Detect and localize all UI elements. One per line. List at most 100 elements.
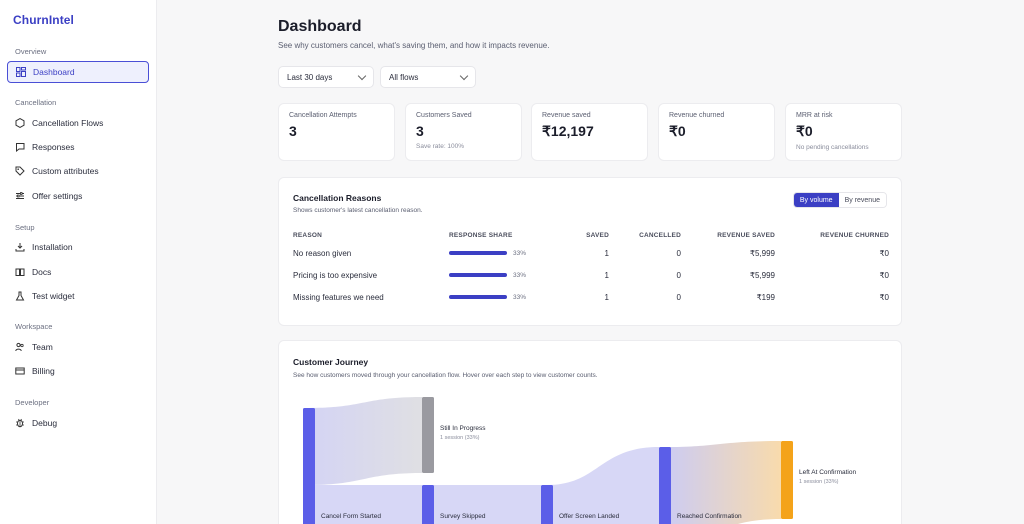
sidebar-item-label: Billing xyxy=(32,366,55,376)
column-header: CANCELLED xyxy=(639,231,681,239)
node-cancel-form-started[interactable] xyxy=(303,408,315,524)
chevron-down-icon xyxy=(459,71,469,80)
saved-cell: 1 xyxy=(604,270,609,280)
section-label-overview: Overview xyxy=(15,47,47,56)
node-label-offer-screen-landed: Offer Screen Landed xyxy=(559,513,620,520)
sidebar-item-debug[interactable]: Debug xyxy=(7,412,149,434)
share-cell: 33% xyxy=(449,286,569,308)
kpi-value: 3 xyxy=(289,123,297,139)
download-icon xyxy=(15,242,25,252)
sidebar-item-cancellation-flows[interactable]: Cancellation Flows xyxy=(7,112,149,134)
revenue-churned-cell: ₹0 xyxy=(879,248,889,258)
sidebar-item-team[interactable]: Team xyxy=(7,336,149,358)
node-still-in-progress[interactable] xyxy=(422,397,434,473)
node-label-cancel-form-started: Cancel Form Started xyxy=(321,513,381,520)
section-label-cancellation: Cancellation xyxy=(15,98,57,107)
cancellation-reasons-card: Cancellation Reasons Shows customer's la… xyxy=(278,177,902,326)
kpi-note: No pending cancellations xyxy=(796,144,869,151)
bug-icon xyxy=(15,418,25,428)
card-title: Cancellation Reasons xyxy=(293,193,382,203)
hexagon-icon xyxy=(15,118,25,128)
revenue-saved-cell: ₹5,999 xyxy=(749,248,775,258)
message-icon xyxy=(15,142,25,152)
flow-link-offer-screen[interactable] xyxy=(428,485,541,524)
kpi-revenue-churned: Revenue churned ₹0 xyxy=(658,103,775,161)
page-title: Dashboard xyxy=(278,18,362,35)
share-percent: 33% xyxy=(513,293,527,301)
section-label-developer: Developer xyxy=(15,398,50,407)
node-reached-confirmation[interactable] xyxy=(659,447,671,524)
sidebar-item-label: Responses xyxy=(32,142,75,152)
share-bar xyxy=(449,295,507,299)
brand-logo[interactable]: ChurnIntel xyxy=(13,13,74,27)
sidebar-item-responses[interactable]: Responses xyxy=(7,136,149,158)
toggle-by-revenue[interactable]: By revenue xyxy=(838,193,886,207)
flow-link-survey-skipped[interactable] xyxy=(309,485,422,524)
sidebar-item-billing[interactable]: Billing xyxy=(7,360,149,382)
kpi-label: Cancellation Attempts xyxy=(289,112,357,119)
flask-icon xyxy=(15,291,25,301)
share-cell: 33% xyxy=(449,242,569,264)
tag-icon xyxy=(15,166,25,176)
share-percent: 33% xyxy=(513,271,527,279)
share-bar xyxy=(449,251,507,255)
sidebar-item-label: Offer settings xyxy=(32,191,83,201)
sidebar-item-label: Docs xyxy=(32,267,52,277)
node-offer-screen-landed[interactable] xyxy=(541,485,553,524)
flow-link-still-in-progress[interactable] xyxy=(309,397,422,485)
node-label-still-in-progress: Still In Progress xyxy=(440,425,486,432)
table-header-row: REASON RESPONSE SHARE SAVED CANCELLED RE… xyxy=(293,228,889,242)
kpi-note: Save rate: 100% xyxy=(416,143,465,150)
book-icon xyxy=(15,267,25,277)
sidebar-item-label: Dashboard xyxy=(33,67,75,77)
table-row: Pricing is too expensive 33% 1 0 ₹5,999 … xyxy=(293,264,889,286)
sidebar-item-label: Debug xyxy=(32,418,58,428)
kpi-value: ₹0 xyxy=(796,123,813,139)
reason-cell: Pricing is too expensive xyxy=(293,270,378,280)
node-sub-still-in-progress: 1 session (33%) xyxy=(440,435,480,441)
kpi-revenue-saved: Revenue saved ₹12,197 xyxy=(531,103,648,161)
sidebar-item-dashboard[interactable]: Dashboard xyxy=(7,61,149,83)
card-subtitle: Shows customer's latest cancellation rea… xyxy=(293,207,423,214)
sidebar-item-docs[interactable]: Docs xyxy=(7,261,149,283)
kpi-value: 3 xyxy=(416,123,424,139)
sidebar-item-installation[interactable]: Installation xyxy=(7,236,149,258)
flow-link-left-at-confirmation[interactable] xyxy=(665,441,781,524)
card-icon xyxy=(15,366,25,376)
reason-cell: Missing features we need xyxy=(293,292,384,302)
card-subtitle: See how customers moved through your can… xyxy=(293,372,598,379)
node-label-left-at-confirmation: Left At Confirmation xyxy=(799,469,857,476)
saved-cell: 1 xyxy=(604,292,609,302)
kpi-label: Revenue saved xyxy=(542,112,591,119)
table-row: No reason given 33% 1 0 ₹5,999 ₹0 xyxy=(293,242,889,264)
section-label-workspace: Workspace xyxy=(15,322,53,331)
sidebar-item-label: Custom attributes xyxy=(32,166,99,176)
reasons-table: REASON RESPONSE SHARE SAVED CANCELLED RE… xyxy=(293,228,889,308)
sidebar-item-offer-settings[interactable]: Offer settings xyxy=(7,185,149,207)
node-survey-skipped[interactable] xyxy=(422,485,434,524)
kpi-value: ₹12,197 xyxy=(542,123,594,139)
toggle-by-volume[interactable]: By volume xyxy=(793,193,839,207)
chevron-down-icon xyxy=(357,71,367,80)
sidebar-item-custom-attributes[interactable]: Custom attributes xyxy=(7,160,149,182)
table-row: Missing features we need 33% 1 0 ₹199 ₹0 xyxy=(293,286,889,308)
sliders-icon xyxy=(15,191,25,201)
share-percent: 33% xyxy=(513,249,527,257)
revenue-churned-cell: ₹0 xyxy=(879,292,889,302)
period-select[interactable]: Last 30 days xyxy=(278,66,374,88)
node-label-survey-skipped: Survey Skipped xyxy=(440,513,486,520)
flow-link-reached-confirmation[interactable] xyxy=(547,447,659,524)
kpi-label: MRR at risk xyxy=(796,112,833,119)
journey-sankey xyxy=(303,397,793,524)
kpi-mrr-at-risk: MRR at risk ₹0 No pending cancellations xyxy=(785,103,902,161)
column-header: REVENUE SAVED xyxy=(717,231,775,239)
page-subtitle: See why customers cancel, what's saving … xyxy=(278,41,550,50)
grid-icon xyxy=(16,67,26,77)
kpi-customers-saved: Customers Saved 3 Save rate: 100% xyxy=(405,103,522,161)
kpi-label: Customers Saved xyxy=(416,112,472,119)
flow-select[interactable]: All flows xyxy=(380,66,476,88)
sidebar-item-test-widget[interactable]: Test widget xyxy=(7,285,149,307)
section-label-setup: Setup xyxy=(15,223,35,232)
sidebar-item-label: Test widget xyxy=(32,291,75,301)
node-left-at-confirmation[interactable] xyxy=(781,441,793,519)
